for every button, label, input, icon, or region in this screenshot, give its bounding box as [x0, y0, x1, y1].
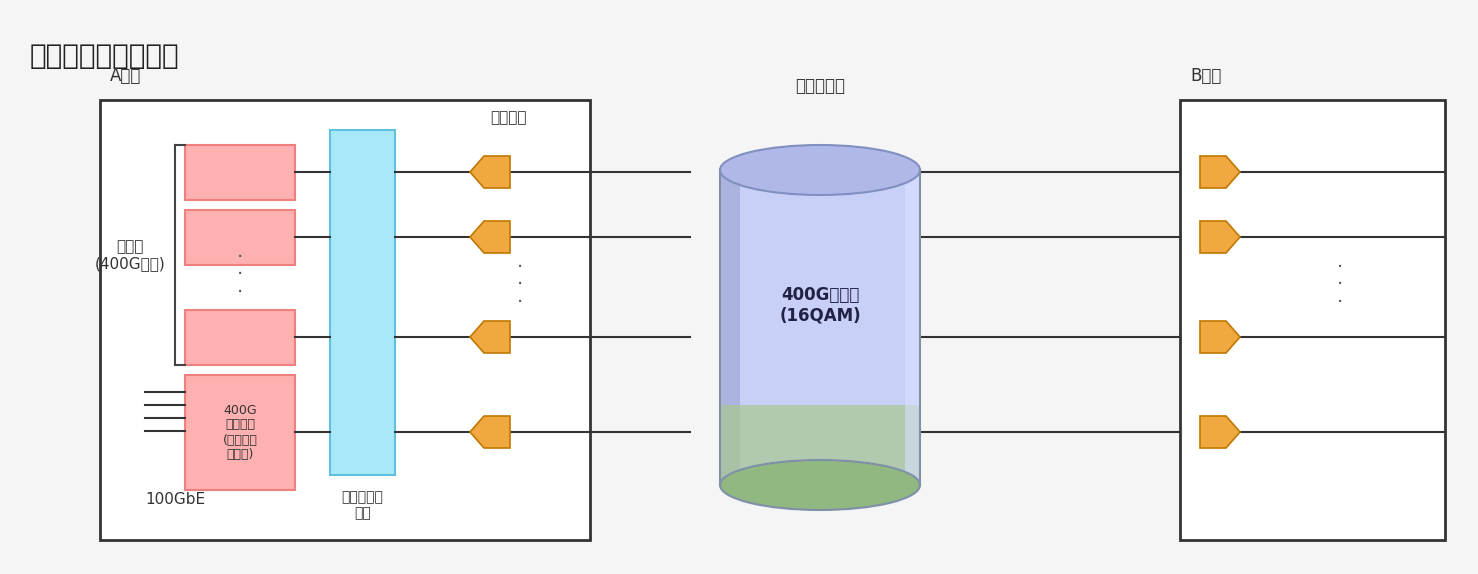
Polygon shape — [1200, 156, 1240, 188]
Polygon shape — [1200, 321, 1240, 353]
FancyBboxPatch shape — [185, 210, 296, 265]
Polygon shape — [470, 321, 510, 353]
Bar — [720, 170, 740, 485]
Text: Aビル: Aビル — [109, 67, 142, 85]
Text: 光増幅器: 光増幅器 — [491, 111, 526, 126]
FancyBboxPatch shape — [185, 375, 296, 490]
Polygon shape — [470, 156, 510, 188]
Polygon shape — [1200, 416, 1240, 448]
Text: 100GbE: 100GbE — [145, 492, 205, 507]
Text: 波長合分波
装置: 波長合分波 装置 — [341, 490, 383, 520]
Polygon shape — [1200, 221, 1240, 253]
Text: ·
·
·: · · · — [1338, 258, 1344, 312]
Polygon shape — [470, 416, 510, 448]
FancyBboxPatch shape — [185, 310, 296, 365]
Bar — [905, 170, 919, 485]
Bar — [720, 405, 919, 485]
Ellipse shape — [720, 145, 919, 195]
FancyBboxPatch shape — [1179, 100, 1445, 540]
Text: 背景光
(400G変調): 背景光 (400G変調) — [95, 239, 166, 271]
Ellipse shape — [720, 460, 919, 510]
Text: ·
·
·: · · · — [517, 258, 523, 312]
Bar — [720, 170, 919, 485]
Text: ·
·
·: · · · — [236, 248, 242, 302]
FancyBboxPatch shape — [101, 100, 590, 540]
FancyBboxPatch shape — [185, 145, 296, 200]
FancyBboxPatch shape — [330, 130, 395, 475]
Text: Bビル: Bビル — [1190, 67, 1221, 85]
Text: 400G
送受信機
(トランス
ポンダ): 400G 送受信機 (トランス ポンダ) — [223, 404, 257, 461]
Text: ＜実験のイメージ＞: ＜実験のイメージ＞ — [30, 42, 180, 70]
Polygon shape — [470, 221, 510, 253]
Text: 400G光信号
(16QAM): 400G光信号 (16QAM) — [779, 286, 860, 324]
Text: 敷設伝送路: 敷設伝送路 — [795, 77, 845, 95]
